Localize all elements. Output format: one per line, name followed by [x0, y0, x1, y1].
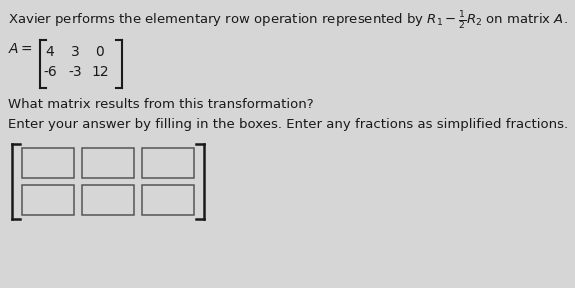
- Text: What matrix results from this transformation?: What matrix results from this transforma…: [8, 98, 313, 111]
- FancyBboxPatch shape: [82, 148, 134, 178]
- FancyBboxPatch shape: [82, 185, 134, 215]
- Text: $A=$: $A=$: [8, 42, 33, 56]
- Text: 0: 0: [95, 45, 105, 59]
- FancyBboxPatch shape: [142, 148, 194, 178]
- Text: 4: 4: [45, 45, 55, 59]
- Text: -6: -6: [43, 65, 57, 79]
- Text: Enter your answer by filling in the boxes. Enter any fractions as simplified fra: Enter your answer by filling in the boxe…: [8, 118, 568, 131]
- Text: 3: 3: [71, 45, 79, 59]
- Text: Xavier performs the elementary row operation represented by $R_1 - \frac{1}{2}R_: Xavier performs the elementary row opera…: [8, 10, 568, 32]
- FancyBboxPatch shape: [22, 185, 74, 215]
- Text: 12: 12: [91, 65, 109, 79]
- FancyBboxPatch shape: [142, 185, 194, 215]
- Text: -3: -3: [68, 65, 82, 79]
- FancyBboxPatch shape: [22, 148, 74, 178]
